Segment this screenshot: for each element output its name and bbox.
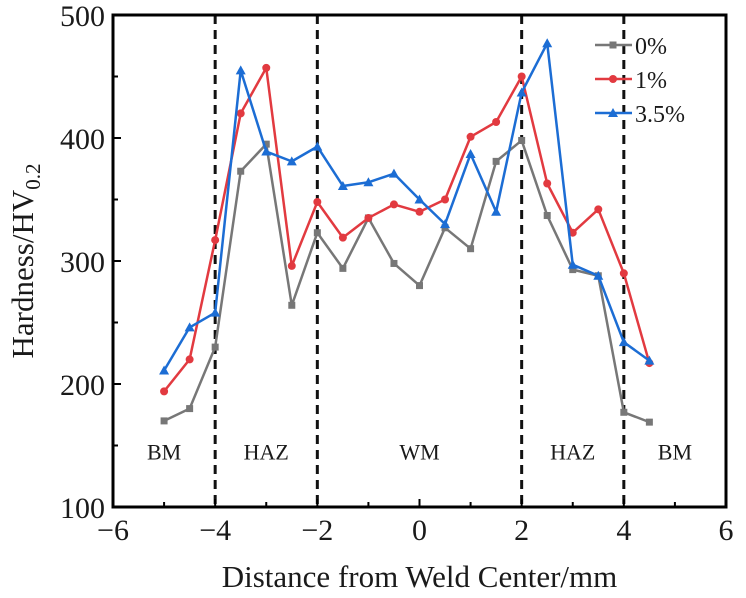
data-point xyxy=(518,136,526,144)
region-label: HAZ xyxy=(550,440,595,465)
y-tick-label: 400 xyxy=(60,123,105,156)
data-point xyxy=(390,259,398,267)
legend-swatch-marker xyxy=(609,41,617,49)
data-point xyxy=(568,228,577,237)
region-label: BM xyxy=(658,440,692,465)
data-point xyxy=(338,233,347,242)
data-point xyxy=(569,266,577,274)
zone-boundaries xyxy=(213,15,626,507)
x-tick-label: −2 xyxy=(301,514,333,547)
y-tick-label: 200 xyxy=(60,369,105,402)
data-point xyxy=(388,168,399,178)
data-point xyxy=(645,418,653,426)
data-point xyxy=(313,229,321,237)
axis-ticks: −6 −4 −2 0 2 4 6 100 200 300 400 500 xyxy=(60,0,734,547)
data-point xyxy=(466,132,475,141)
series-0-percent xyxy=(160,136,653,426)
data-point xyxy=(312,141,323,151)
data-point xyxy=(618,337,629,347)
legend-label: 0% xyxy=(635,34,667,60)
x-tick-label: 4 xyxy=(616,514,631,547)
data-point xyxy=(543,179,552,188)
data-point xyxy=(236,109,245,118)
series-35-percent xyxy=(159,38,655,375)
data-point xyxy=(160,387,169,396)
data-point xyxy=(261,146,272,156)
data-point xyxy=(441,195,450,204)
region-label: WM xyxy=(399,440,439,465)
data-point xyxy=(644,355,655,365)
data-point xyxy=(185,355,194,364)
data-point xyxy=(287,261,296,270)
y-axis-label-main: Hardness/HV xyxy=(5,189,40,358)
data-point xyxy=(211,236,220,245)
series-line xyxy=(163,42,651,372)
data-point xyxy=(211,343,219,351)
data-point xyxy=(186,405,194,413)
data-point xyxy=(364,213,373,222)
data-point xyxy=(286,156,297,166)
data-point xyxy=(235,65,246,75)
data-point xyxy=(262,140,270,148)
x-tick-label: 6 xyxy=(719,514,734,547)
legend-label: 1% xyxy=(635,68,667,94)
y-tick-label: 300 xyxy=(60,246,105,279)
data-point xyxy=(363,177,374,187)
legend-entry: 0% xyxy=(595,34,667,60)
data-point xyxy=(237,167,245,175)
data-point xyxy=(414,194,425,204)
data-point xyxy=(159,365,170,375)
region-label: BM xyxy=(147,440,181,465)
legend-swatch-marker xyxy=(609,75,617,83)
y-tick-label: 100 xyxy=(60,492,105,525)
region-labels: BM HAZ WM HAZ BM xyxy=(147,440,692,465)
series-line xyxy=(163,139,650,424)
data-point xyxy=(465,148,476,158)
data-point xyxy=(492,118,501,127)
data-point xyxy=(619,269,628,278)
data-point xyxy=(594,205,603,214)
legend-entry: 3.5% xyxy=(595,102,685,128)
data-point xyxy=(516,87,527,97)
data-point xyxy=(492,157,500,165)
y-tick-label: 500 xyxy=(60,0,105,33)
data-point xyxy=(543,211,551,219)
data-point xyxy=(567,259,578,269)
y-axis-label-subscript: 0.2 xyxy=(21,164,45,190)
data-point xyxy=(313,197,322,206)
x-tick-label: 0 xyxy=(412,514,427,547)
series-layer xyxy=(159,38,655,426)
series-1-percent xyxy=(160,63,654,396)
data-point xyxy=(160,417,168,425)
data-point xyxy=(288,301,296,309)
data-point xyxy=(339,264,347,272)
x-tick-label: −4 xyxy=(199,514,231,547)
data-point xyxy=(416,282,423,290)
region-label: HAZ xyxy=(244,440,289,465)
data-point xyxy=(467,245,475,253)
legend-label: 3.5% xyxy=(635,102,685,128)
data-point xyxy=(262,63,271,72)
x-axis-label: Distance from Weld Center/mm xyxy=(222,559,618,594)
legend-entry: 1% xyxy=(595,68,667,94)
data-point xyxy=(593,270,604,280)
data-point xyxy=(337,180,348,190)
data-point xyxy=(620,408,628,416)
x-tick-label: 2 xyxy=(514,514,529,547)
data-point xyxy=(184,322,195,332)
data-point xyxy=(415,207,424,216)
data-point xyxy=(491,206,502,216)
legend: 0% 1% 3.5% xyxy=(595,34,685,128)
data-point xyxy=(542,38,553,48)
data-point xyxy=(389,200,398,209)
data-point xyxy=(440,219,451,229)
x-tick-label: −6 xyxy=(97,514,129,547)
data-point xyxy=(517,72,526,81)
data-point xyxy=(210,307,221,317)
y-axis-label: Hardness/HV0.2 xyxy=(5,164,45,359)
legend-swatch-marker xyxy=(608,108,618,117)
